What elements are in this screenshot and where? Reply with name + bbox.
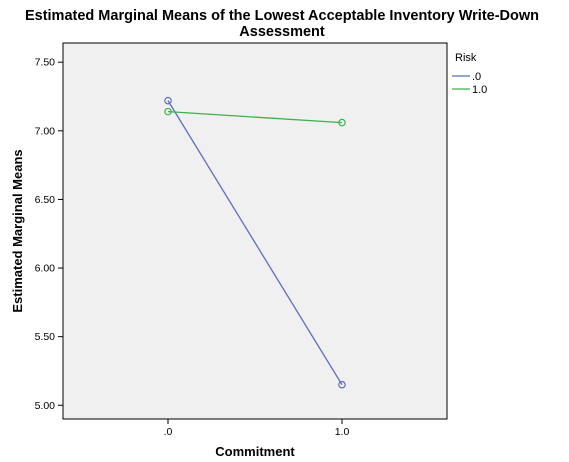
y-tick-label: 7.00	[35, 125, 56, 137]
series-line-1	[167, 110, 343, 124]
series-1-point-0	[164, 107, 172, 116]
legend: Risk .01.0	[452, 52, 487, 96]
y-tick-label: 5.50	[35, 331, 56, 343]
chart-title-line2: Assessment	[239, 24, 325, 40]
plot-area	[62, 42, 448, 420]
y-tick-label: 6.50	[35, 194, 56, 206]
legend-label-1: 1.0	[472, 84, 487, 96]
y-tick-label: 5.00	[35, 400, 56, 412]
y-tick-label: 7.50	[35, 57, 56, 69]
legend-title: Risk	[455, 52, 477, 64]
series-0-point-0	[164, 96, 172, 105]
x-axis-ticks: .0 1.0	[164, 419, 350, 438]
series-1-point-1	[338, 118, 346, 127]
y-tick-label: 6.00	[35, 263, 56, 275]
chart-title-line1: Estimated Marginal Means of the Lowest A…	[25, 8, 539, 24]
y-axis-ticks: 5.00 5.50 6.00 6.50 7.00 7.50	[35, 57, 63, 412]
x-tick-label: .0	[164, 426, 173, 438]
legend-label-0: .0	[472, 71, 481, 83]
series-layer	[164, 96, 346, 389]
x-axis-title: Commitment	[215, 444, 295, 459]
series-line-0	[167, 100, 343, 386]
x-tick-label: 1.0	[335, 426, 350, 438]
series-0-point-1	[338, 380, 346, 389]
y-axis-title: Estimated Marginal Means	[10, 149, 25, 312]
